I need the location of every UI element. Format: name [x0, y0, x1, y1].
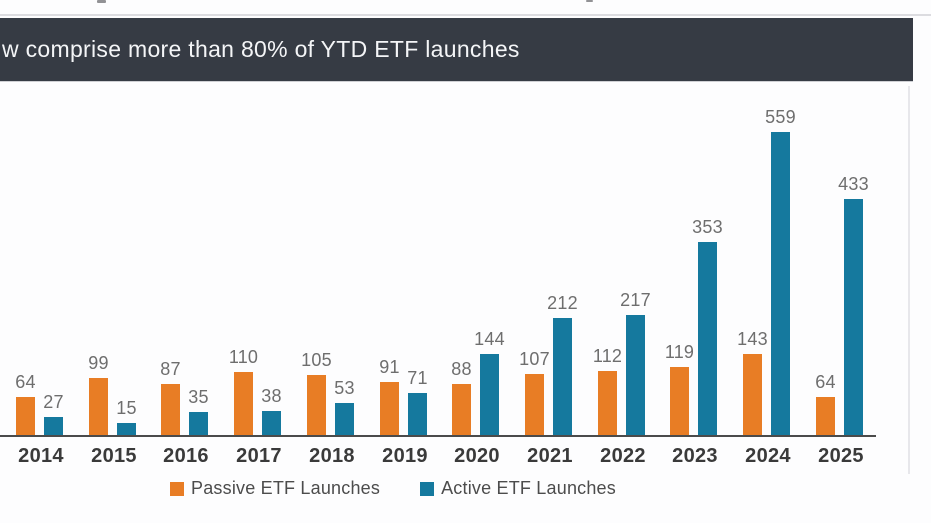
bar-value-label: 112 — [592, 346, 623, 366]
legend-label-passive: Passive ETF Launches — [191, 478, 381, 498]
bar-value-label: 110 — [228, 347, 259, 367]
cropped-text-remnant — [586, 0, 593, 2]
x-axis-tick-label: 2015 — [91, 445, 137, 467]
bar-active — [117, 423, 136, 437]
bar-value-label: 107 — [519, 349, 550, 369]
bar-passive — [89, 378, 108, 437]
bar-value-label: 99 — [88, 353, 109, 373]
bar-value-label: 15 — [116, 398, 137, 418]
cropped-text-remnant — [97, 0, 106, 3]
bar-passive — [161, 384, 180, 437]
bar-active — [480, 354, 499, 437]
bar-value-label: 559 — [765, 107, 796, 127]
x-axis-tick-label: 2014 — [18, 445, 64, 467]
etf-launches-bar-chart: 64 27 99 15 87 35 110 38 105 53 91 71 88 144 107 212 112… — [0, 82, 913, 523]
slide-title-banner: w comprise more than 80% of YTD ETF laun… — [0, 18, 913, 82]
bar-value-label: 35 — [188, 387, 209, 407]
x-axis-tick-label: 2020 — [454, 445, 500, 467]
bar-passive — [16, 397, 35, 437]
bar-value-label: 27 — [43, 392, 64, 412]
bar-active — [553, 318, 572, 437]
chart-legend: Passive ETF Launches Active ETF Launches — [170, 478, 616, 499]
legend-item-passive: Passive ETF Launches — [170, 478, 380, 499]
legend-item-active: Active ETF Launches — [420, 478, 616, 499]
bar-passive — [816, 397, 835, 437]
bar-value-label: 91 — [379, 357, 400, 377]
bar-value-label: 212 — [547, 293, 578, 313]
bar-passive — [743, 354, 762, 437]
bar-active — [771, 132, 790, 437]
x-axis-tick-label: 2016 — [163, 445, 209, 467]
bar-value-label: 353 — [692, 217, 723, 237]
bar-active — [626, 315, 645, 437]
x-axis-line — [0, 435, 876, 437]
x-axis-tick-label: 2022 — [600, 445, 646, 467]
bar-value-label: 88 — [451, 359, 472, 379]
bar-value-label: 433 — [838, 174, 869, 194]
bar-passive — [380, 382, 399, 437]
x-axis-tick-label: 2017 — [236, 445, 282, 467]
bar-passive — [452, 384, 471, 437]
bar-value-label: 217 — [620, 290, 651, 310]
slide-title: w comprise more than 80% of YTD ETF laun… — [2, 36, 520, 62]
bar-value-label: 87 — [160, 359, 181, 379]
bar-active — [44, 417, 63, 437]
bar-active — [698, 242, 717, 437]
bar-value-label: 144 — [474, 329, 505, 349]
x-axis-tick-label: 2021 — [527, 445, 573, 467]
bar-value-label: 64 — [15, 372, 36, 392]
divider — [0, 14, 931, 16]
bar-value-label: 119 — [664, 342, 695, 362]
bar-active — [262, 411, 281, 437]
bar-value-label: 71 — [407, 368, 428, 388]
bar-passive — [234, 372, 253, 437]
bar-active — [844, 199, 863, 437]
x-axis-tick-label: 2019 — [382, 445, 428, 467]
bar-active — [189, 412, 208, 437]
bar-passive — [670, 367, 689, 437]
bar-passive — [598, 371, 617, 437]
bar-value-label: 64 — [815, 372, 836, 392]
bar-passive — [307, 375, 326, 437]
bar-active — [335, 403, 354, 437]
x-axis-tick-label: 2023 — [672, 445, 718, 467]
content-right-border — [908, 86, 910, 474]
x-axis-tick-label: 2025 — [818, 445, 864, 467]
bar-value-label: 38 — [261, 386, 282, 406]
bar-value-label: 143 — [737, 329, 768, 349]
x-axis-tick-label: 2024 — [745, 445, 791, 467]
x-axis-tick-label: 2018 — [309, 445, 355, 467]
legend-label-active: Active ETF Launches — [441, 478, 616, 498]
passive-series-swatch-icon — [170, 481, 184, 496]
bar-active — [408, 393, 427, 437]
active-series-swatch-icon — [420, 481, 435, 496]
bar-value-label: 53 — [334, 378, 355, 398]
bar-passive — [525, 374, 544, 437]
bar-value-label: 105 — [301, 350, 332, 370]
